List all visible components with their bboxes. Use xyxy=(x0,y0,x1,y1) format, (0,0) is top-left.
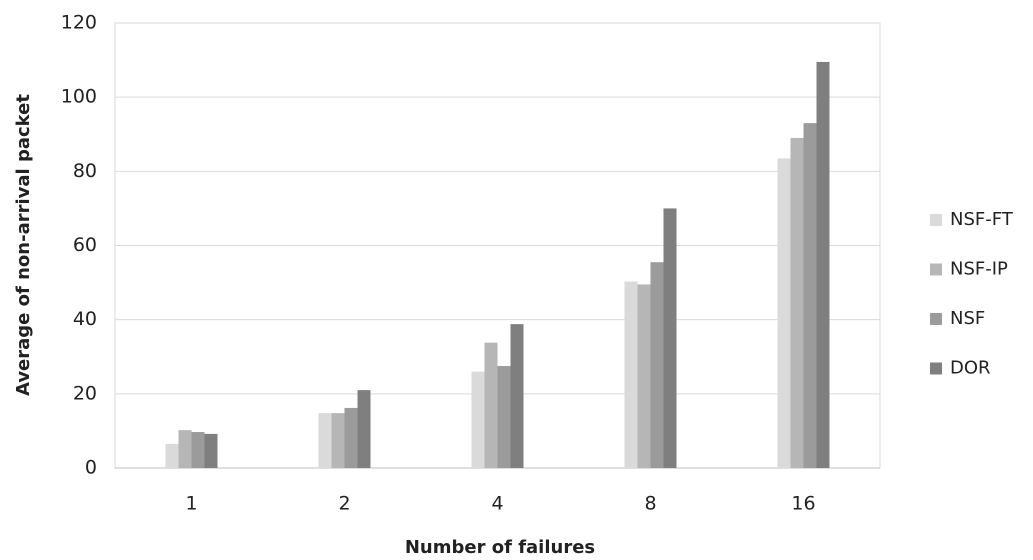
legend-swatch xyxy=(930,313,942,325)
y-tick-label: 80 xyxy=(73,160,97,182)
bar xyxy=(204,433,218,468)
bar xyxy=(510,324,524,468)
x-tick-label: 2 xyxy=(338,493,350,515)
bar xyxy=(165,443,179,468)
x-tick-label: 8 xyxy=(644,493,656,515)
x-tick-label: 4 xyxy=(491,493,503,515)
bar xyxy=(331,413,345,468)
bar xyxy=(663,208,677,468)
y-tick-label: 0 xyxy=(85,457,97,479)
x-tick-label: 16 xyxy=(791,493,815,515)
y-tick-label: 100 xyxy=(61,86,97,108)
bar xyxy=(790,137,804,469)
bar xyxy=(624,281,638,468)
bar xyxy=(191,432,205,468)
legend-swatch xyxy=(930,263,942,276)
bar xyxy=(484,342,498,468)
legend-swatch xyxy=(930,362,942,375)
bar xyxy=(650,262,664,468)
legend-swatch xyxy=(930,214,942,226)
y-tick-label: 40 xyxy=(73,308,97,330)
x-axis-title: Number of failures xyxy=(405,537,595,558)
bar xyxy=(357,390,371,468)
bar xyxy=(637,284,651,468)
y-tick-label: 120 xyxy=(61,12,97,34)
bar xyxy=(318,413,332,468)
y-tick-label: 20 xyxy=(73,382,97,404)
legend-label: NSF-FT xyxy=(950,209,1014,230)
bar xyxy=(497,366,511,468)
legend-label: NSF xyxy=(950,308,985,329)
y-axis-title: Average of non-arrival packet xyxy=(13,94,34,396)
bar xyxy=(471,371,485,468)
bar xyxy=(344,407,358,468)
bar xyxy=(803,123,817,468)
legend-label: DOR xyxy=(950,358,991,379)
x-tick-label: 1 xyxy=(185,493,197,515)
y-tick-label: 60 xyxy=(73,234,97,256)
bar xyxy=(777,158,791,468)
legend-label: NSF-IP xyxy=(950,259,1008,280)
bar xyxy=(178,430,192,468)
bar xyxy=(816,61,830,468)
